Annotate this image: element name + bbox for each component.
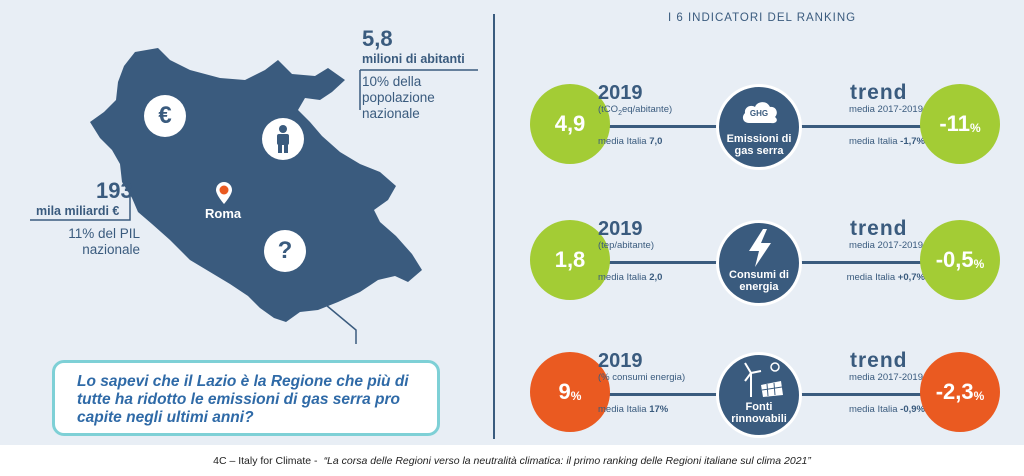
- renewables-badge: Fonti rinnovabili: [716, 352, 802, 438]
- unit-label: (tep/abitante): [598, 240, 654, 251]
- lightning-icon: [749, 229, 771, 267]
- media-italia: media Italia 2,0: [598, 272, 663, 283]
- city-label: Roma: [205, 206, 242, 221]
- euro-icon: €: [144, 95, 186, 137]
- trend-circle: -2,3%: [920, 352, 1000, 432]
- badge-label: Consumi di energia: [729, 269, 789, 293]
- trend-label: trend: [850, 81, 908, 104]
- trend-media-italia: media Italia +0,7%: [846, 272, 925, 283]
- trend-media-italia: media Italia -1,7%: [848, 136, 925, 147]
- location-pin-icon: [216, 182, 232, 204]
- population-label: milioni di abitanti: [362, 52, 465, 66]
- value-circle: 1,8: [530, 220, 610, 300]
- gdp-note: 11% del PIL nazionale: [68, 226, 140, 257]
- indicator-row-energy: 1,8 2019 (tep/abitante) media Italia 2,0…: [530, 217, 1000, 306]
- indicator-row-renewables: 9% 2019 (% consumi energia) media Italia…: [530, 349, 1000, 438]
- energy-badge: Consumi di energia: [716, 220, 802, 306]
- trend-media-italia: media Italia -0,9%: [848, 404, 925, 415]
- media-italia: media Italia 17%: [598, 404, 669, 415]
- ghg-icon-text: GHG: [749, 109, 769, 118]
- callout-text: Lo sapevi che il Lazio è la Regione che …: [77, 373, 409, 426]
- unit-label: (tCO2eq/abitante): [598, 104, 673, 117]
- indicator-row-ghg: 4,9 2019 (tCO2eq/abitante) media Italia …: [530, 81, 1000, 170]
- footer: 4C – Italy for Climate - “La corsa delle…: [0, 445, 1024, 476]
- media-italia: media Italia 7,0: [598, 136, 663, 147]
- wind-solar-icon: [744, 362, 783, 397]
- vertical-divider: [493, 14, 495, 439]
- trend-period: media 2017-2019: [849, 372, 923, 383]
- year-label: 2019: [598, 82, 643, 104]
- footer-source: 4C – Italy for Climate -: [213, 454, 318, 467]
- gdp-label: mila miliardi €: [36, 204, 120, 218]
- callout-box: Lo sapevi che il Lazio è la Regione che …: [52, 360, 440, 436]
- unit-label: (% consumi energia): [598, 372, 686, 383]
- trend-label: trend: [850, 349, 908, 372]
- leader-lines: [30, 69, 478, 344]
- ghg-badge: GHG Emissioni di gas serra: [716, 84, 802, 170]
- question-icon: ?: [264, 230, 306, 272]
- badge-label: Fonti rinnovabili: [731, 401, 787, 425]
- gdp-value: 193: [96, 178, 133, 203]
- badge-label: Emissioni di gas serra: [726, 133, 792, 157]
- footer-title: “La corsa delle Regioni verso la neutral…: [323, 454, 811, 467]
- cloud-ghg-icon: [742, 102, 777, 124]
- trend-circle: -11%: [920, 84, 1000, 164]
- trend-period: media 2017-2019: [849, 104, 923, 115]
- infographic-slide: € ? Roma 5,8 milioni di abitanti 10% del…: [0, 0, 1024, 445]
- year-label: 2019: [598, 218, 643, 240]
- trend-circle: -0,5%: [920, 220, 1000, 300]
- trend-period: media 2017-2019: [849, 240, 923, 251]
- indicators-title: I 6 INDICATORI DEL RANKING: [668, 12, 857, 24]
- population-value: 5,8: [362, 26, 393, 51]
- population-note: 10% della popolazione nazionale: [362, 74, 435, 121]
- value-circle: 4,9: [530, 84, 610, 164]
- person-icon: [262, 118, 304, 160]
- year-label: 2019: [598, 350, 643, 372]
- value-circle: 9%: [530, 352, 610, 432]
- trend-label: trend: [850, 217, 908, 240]
